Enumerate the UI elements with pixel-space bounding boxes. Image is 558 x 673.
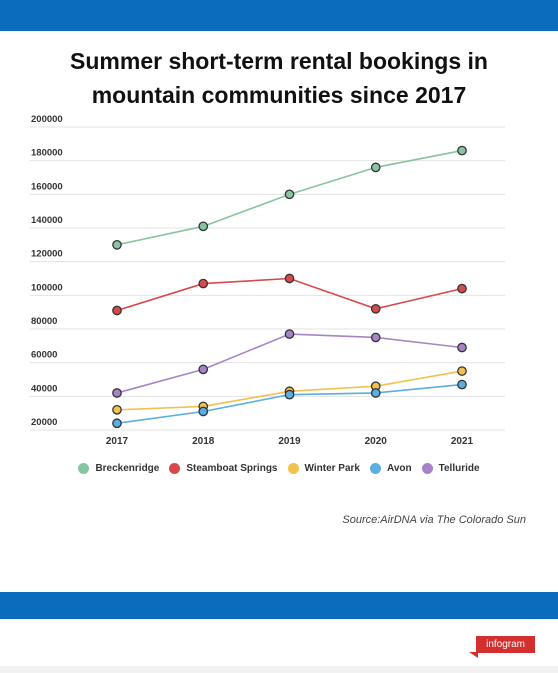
legend-item[interactable]: Steamboat Springs [169, 463, 278, 474]
data-point-steamboat-springs [370, 303, 381, 314]
x-tick-label: 2017 [106, 436, 129, 447]
y-tick-label: 180000 [31, 148, 63, 159]
y-tick-label: 200000 [31, 115, 63, 125]
x-tick-label: 2020 [365, 436, 388, 447]
series-line-telluride [116, 333, 463, 394]
data-point-steamboat-springs [112, 305, 122, 316]
source-note: Source:AirDNA via The Colorado Sun [342, 514, 526, 526]
y-tick-label: 20000 [31, 417, 57, 428]
data-point-avon [198, 406, 209, 417]
chart-title-line-1: Summer short-term rental bookings in [70, 48, 488, 74]
data-point-steamboat-springs [198, 278, 209, 289]
data-point-winter-park [112, 404, 122, 415]
legend-item[interactable]: Avon [369, 463, 412, 474]
footer-strip [0, 666, 558, 673]
y-tick-label: 160000 [31, 181, 63, 192]
infogram-logo[interactable]: infogram [476, 636, 535, 653]
legend-swatch [369, 463, 381, 474]
line-chart: 200000 180000 160000 140000 120000 100000 8000… [30, 115, 505, 447]
legend-label: Avon [386, 463, 412, 474]
data-point-avon [112, 418, 122, 429]
data-point-telluride [457, 342, 467, 353]
chart-title: Summer short-term rental bookings in mou… [0, 44, 558, 112]
x-tick-label: 2019 [278, 436, 301, 447]
legend-swatch [287, 463, 299, 474]
data-point-steamboat-springs [457, 283, 467, 294]
y-tick-label: 120000 [31, 249, 63, 260]
data-point-avon [457, 379, 467, 390]
legend-label: Breckenridge [95, 463, 160, 474]
data-point-avon [284, 389, 295, 400]
data-point-telluride [284, 329, 295, 339]
legend-swatch [421, 463, 433, 474]
chart-title-line-2: mountain communities since 2017 [91, 82, 467, 108]
data-point-telluride [198, 364, 209, 375]
legend-item[interactable]: Telluride [421, 463, 480, 474]
data-point-breckenridge [112, 239, 122, 250]
legend-label: Winter Park [304, 463, 360, 474]
y-tick-label: 140000 [31, 215, 63, 226]
data-point-avon [370, 388, 381, 398]
chart-legend: Breckenridge Steamboat Springs Winter Park… [0, 463, 558, 474]
legend-swatch [169, 463, 181, 474]
data-point-breckenridge [370, 162, 381, 173]
legend-label: Steamboat Springs [186, 463, 278, 474]
data-point-steamboat-springs [284, 273, 295, 284]
x-tick-label: 2021 [451, 436, 474, 447]
infogram-logo-tail [469, 652, 478, 658]
bottom-banner [0, 592, 558, 619]
legend-label: Telluride [438, 463, 480, 474]
legend-item[interactable]: Winter Park [287, 463, 360, 474]
data-point-breckenridge [198, 221, 209, 232]
data-point-telluride [112, 388, 122, 398]
legend-swatch [78, 463, 90, 474]
x-tick-label: 2018 [192, 436, 215, 447]
y-tick-label: 80000 [31, 316, 57, 327]
legend-item[interactable]: Breckenridge [78, 463, 159, 474]
y-tick-label: 100000 [31, 282, 63, 293]
data-point-breckenridge [284, 189, 295, 200]
y-tick-label: 60000 [31, 350, 57, 361]
top-banner [0, 0, 558, 31]
y-tick-label: 40000 [31, 383, 57, 394]
data-point-telluride [370, 332, 381, 343]
data-point-breckenridge [457, 145, 467, 156]
data-point-winter-park [457, 366, 467, 376]
